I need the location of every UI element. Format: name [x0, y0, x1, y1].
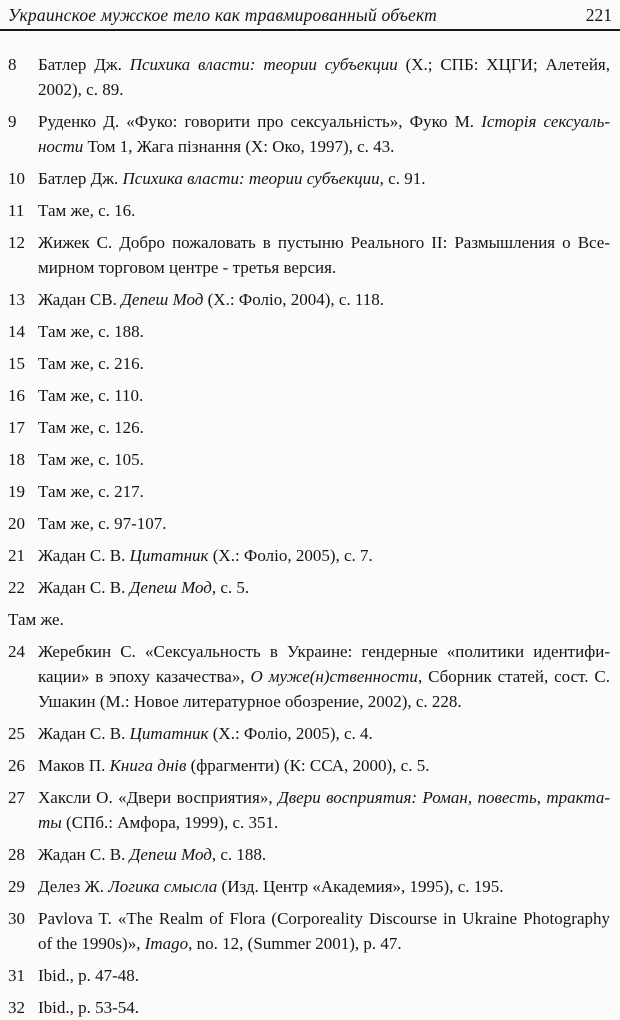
running-head: Украинское мужское тело как травмированн… — [0, 0, 620, 31]
running-head-title: Украинское мужское тело как травмированн… — [8, 5, 438, 25]
note-number: 28 — [8, 845, 25, 864]
note-text: Жадан С. В. Депеш Мод, с. 5. — [38, 578, 250, 597]
note-number: 16 — [8, 386, 25, 405]
note-number: 27 — [8, 788, 25, 807]
note-text: Делез Ж. Логика смысла (Изд. Центр «Акад… — [38, 877, 504, 896]
note-number: 11 — [8, 201, 25, 220]
note-text: Там же, с. 16. — [38, 201, 136, 220]
note-number: 30 — [8, 909, 25, 928]
note-number: 26 — [8, 756, 25, 775]
note-text: Жеребкин С. «Сексуальность в Украине: ге… — [38, 642, 611, 711]
note-item: 24 Жеребкин С. «Сексуальность в Украине: … — [8, 639, 610, 714]
note-item: 11 Там же, с. 16. — [8, 198, 610, 223]
note-item: 8 Батлер Дж. Психика власти: теории субъе… — [8, 52, 610, 102]
note-item: 31 Ibid., p. 47-48. — [8, 963, 610, 988]
note-item: 16 Там же, с. 110. — [8, 383, 610, 408]
note-number: 14 — [8, 322, 25, 341]
note-item: 15 Там же, с. 216. — [8, 351, 610, 376]
note-number: 10 — [8, 169, 25, 188]
note-item: 22 Жадан С. В. Депеш Мод, с. 5. — [8, 575, 610, 600]
notes-list: 8 Батлер Дж. Психика власти: теории субъе… — [0, 31, 620, 1020]
note-item: 20 Там же, с. 97-107. — [8, 511, 610, 536]
note-item: 27 Хаксли О. «Двери восприятия», Двери во… — [8, 785, 610, 835]
note-text: Ibid., p. 47-48. — [38, 966, 140, 985]
note-number: 15 — [8, 354, 25, 373]
note-number: 25 — [8, 724, 25, 743]
note-text: Жадан С. В. Депеш Мод, с. 188. — [38, 845, 267, 864]
note-number: 20 — [8, 514, 25, 533]
note-item: 26 Маков П. Книга днів (фрагменти) (К: СС… — [8, 753, 610, 778]
note-item: 28 Жадан С. В. Депеш Мод, с. 188. — [8, 842, 610, 867]
note-text: Там же, с. 217. — [38, 482, 144, 501]
note-item: 29 Делез Ж. Логика смысла (Изд. Центр «Ак… — [8, 874, 610, 899]
note-text: Батлер Дж. Психика власти: теории субъек… — [38, 169, 426, 188]
note-number: 24 — [8, 642, 25, 661]
note-number: 9 — [8, 112, 17, 131]
note-number: 12 — [8, 233, 25, 252]
note-text: Руденко Д. «Фуко: говорити про сексуальн… — [38, 112, 610, 156]
note-number: 13 — [8, 290, 25, 309]
note-text: Pavlova T. «The Realm of Flora (Corporea… — [38, 909, 610, 953]
note-item: 9 Руденко Д. «Фуко: говорити про сексуаль… — [8, 109, 610, 159]
note-item: 14 Там же, с. 188. — [8, 319, 610, 344]
note-text: Там же, с. 110. — [38, 386, 144, 405]
note-number: 17 — [8, 418, 25, 437]
note-number: 29 — [8, 877, 25, 896]
note-item: 18 Там же, с. 105. — [8, 447, 610, 472]
note-text: Там же. — [8, 610, 64, 629]
note-text: Ibid., p. 53-54. — [38, 998, 140, 1017]
note-item: 12 Жижек С. Добро пожаловать в пустыню Ре… — [8, 230, 610, 280]
note-text: Жадан С. В. Цитатник (Х.: Фоліо, 2005), … — [38, 724, 373, 743]
note-text: Жадан СВ. Депеш Мод (Х.: Фоліо, 2004), с… — [38, 290, 385, 309]
note-item: 32 Ibid., p. 53-54. — [8, 995, 610, 1020]
note-text: Жижек С. Добро пожаловать в пустыню Реал… — [38, 233, 610, 277]
note-item: 21 Жадан С. В. Цитатник (Х.: Фоліо, 2005)… — [8, 543, 610, 568]
note-number: 18 — [8, 450, 25, 469]
page-number: 221 — [585, 5, 612, 25]
note-number: 31 — [8, 966, 25, 985]
note-text: Маков П. Книга днів (фрагменти) (К: ССА,… — [38, 756, 430, 775]
note-text: Хаксли О. «Двери восприятия», Двери восп… — [38, 788, 611, 832]
note-number: 22 — [8, 578, 25, 597]
note-item: 30 Pavlova T. «The Realm of Flora (Corpor… — [8, 906, 610, 956]
note-text: Там же, с. 97-107. — [38, 514, 167, 533]
note-text: Батлер Дж. Психика власти: теории субъек… — [38, 55, 610, 99]
note-item: Там же. — [8, 607, 610, 632]
note-number: 21 — [8, 546, 25, 565]
note-text: Там же, с. 216. — [38, 354, 144, 373]
note-item: 10 Батлер Дж. Психика власти: теории субъ… — [8, 166, 610, 191]
note-text: Жадан С. В. Цитатник (Х.: Фоліо, 2005), … — [38, 546, 373, 565]
note-item: 25 Жадан С. В. Цитатник (Х.: Фоліо, 2005)… — [8, 721, 610, 746]
note-number: 32 — [8, 998, 25, 1017]
note-item: 17 Там же, с. 126. — [8, 415, 610, 440]
note-number: 8 — [8, 55, 17, 74]
note-text: Там же, с. 188. — [38, 322, 144, 341]
note-text: Там же, с. 105. — [38, 450, 144, 469]
note-item: 19 Там же, с. 217. — [8, 479, 610, 504]
note-item: 13 Жадан СВ. Депеш Мод (Х.: Фоліо, 2004),… — [8, 287, 610, 312]
note-number: 19 — [8, 482, 25, 501]
note-text: Там же, с. 126. — [38, 418, 144, 437]
